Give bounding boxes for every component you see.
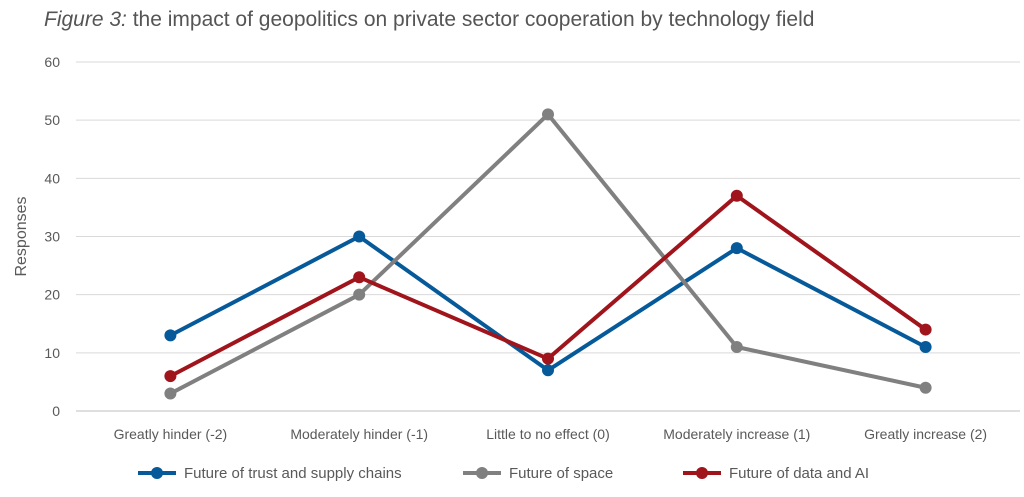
data-point: [919, 341, 932, 354]
y-tick-label: 10: [44, 345, 60, 361]
data-point: [730, 189, 743, 202]
y-tick-label: 40: [44, 170, 60, 186]
data-point: [542, 108, 554, 121]
series-line: [168, 234, 928, 373]
legend-label: Future of trust and supply chains: [184, 465, 402, 482]
y-tick-label: 20: [44, 287, 60, 303]
data-point: [919, 323, 932, 336]
x-tick-label: Moderately hinder (-1): [290, 426, 428, 442]
x-tick-label: Moderately increase (1): [663, 426, 810, 442]
data-point: [353, 271, 366, 284]
data-point: [164, 387, 177, 400]
data-point: [353, 288, 366, 301]
data-point: [164, 370, 177, 383]
x-tick-label: Greatly increase (2): [864, 426, 987, 442]
y-axis-title: Responses: [13, 196, 30, 276]
data-point: [542, 364, 554, 377]
x-tick-label: Greatly hinder (-2): [114, 426, 228, 442]
legend-marker: [476, 467, 488, 479]
chart-title: Figure 3: the impact of geopolitics on p…: [44, 8, 814, 32]
figure-caption: the impact of geopolitics on private sec…: [132, 8, 815, 31]
legend-label: Future of data and AI: [729, 465, 869, 482]
legend-marker: [696, 467, 708, 479]
y-tick-label: 50: [44, 112, 60, 128]
data-point: [730, 341, 743, 354]
data-point: [353, 230, 366, 243]
data-point: [542, 352, 554, 365]
y-tick-label: 0: [52, 403, 60, 419]
legend-marker: [151, 467, 163, 479]
data-point: [919, 381, 932, 394]
data-point: [164, 329, 177, 342]
legend-label: Future of space: [509, 465, 613, 482]
x-tick-label: Little to no effect (0): [486, 426, 609, 442]
series-line: [168, 112, 928, 396]
figure-number: Figure 3:: [44, 8, 127, 31]
y-tick-label: 60: [44, 54, 60, 70]
y-tick-label: 30: [44, 229, 60, 245]
data-point: [730, 242, 743, 255]
